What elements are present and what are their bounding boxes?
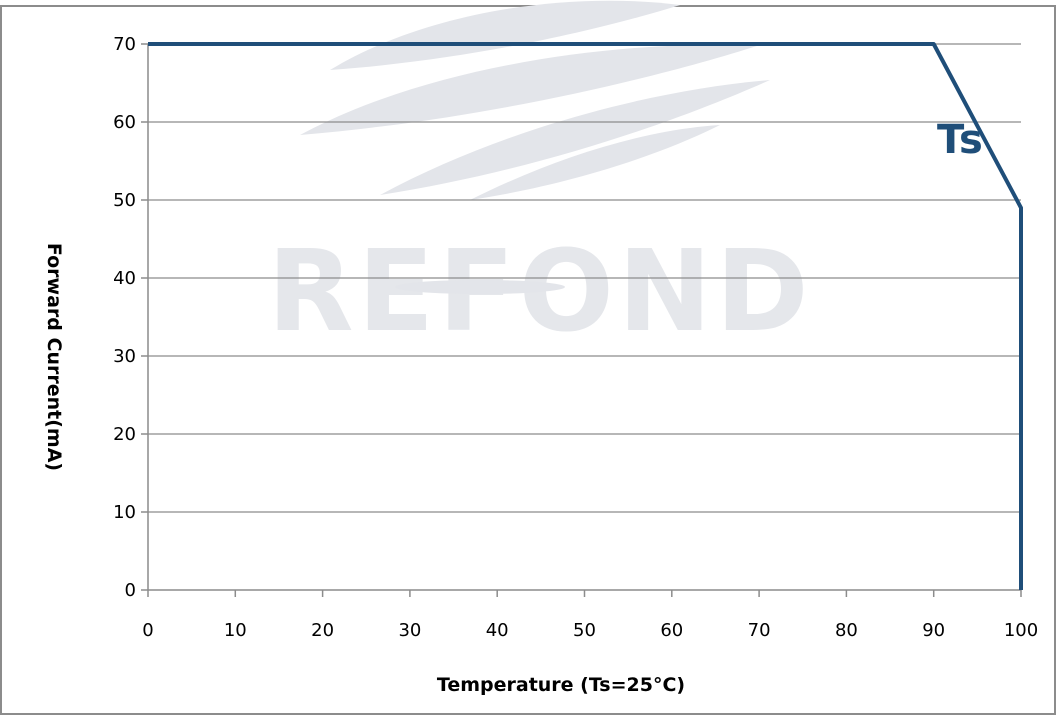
watermark-logo: REFOND bbox=[267, 0, 812, 357]
y-tick-label: 30 bbox=[113, 346, 136, 367]
watermark-lens bbox=[395, 280, 565, 294]
x-tick-label: 80 bbox=[835, 620, 858, 641]
x-tick-label: 90 bbox=[922, 620, 945, 641]
annotation-label: Ts bbox=[937, 117, 983, 163]
y-tick-label: 10 bbox=[113, 502, 136, 523]
watermark-swoosh bbox=[300, 44, 760, 135]
y-tick-label: 70 bbox=[113, 34, 136, 55]
x-axis-ticks: 0 10 20 30 40 50 60 70 80 90 100 bbox=[142, 590, 1038, 641]
y-tick-label: 40 bbox=[113, 268, 136, 289]
watermark-text: REFOND bbox=[267, 227, 812, 357]
x-tick-label: 40 bbox=[486, 620, 509, 641]
x-tick-label: 20 bbox=[311, 620, 334, 641]
y-tick-label: 20 bbox=[113, 424, 136, 445]
watermark-swoosh bbox=[380, 80, 770, 195]
watermark-swoosh bbox=[470, 125, 720, 200]
x-tick-label: 30 bbox=[398, 620, 421, 641]
series-line-ts bbox=[148, 42, 1023, 590]
y-axis-ticks: 0 10 20 30 40 50 60 70 bbox=[113, 34, 148, 601]
annotations: Ts bbox=[937, 117, 983, 163]
x-tick-label: 50 bbox=[573, 620, 596, 641]
series-layer bbox=[148, 42, 1023, 590]
x-tick-label: 60 bbox=[660, 620, 683, 641]
chart-frame bbox=[0, 5, 1056, 715]
x-tick-label: 100 bbox=[1004, 620, 1038, 641]
watermark-swoosh bbox=[330, 0, 680, 70]
y-tick-label: 0 bbox=[125, 580, 136, 601]
x-tick-label: 0 bbox=[142, 620, 153, 641]
x-tick-label: 10 bbox=[224, 620, 247, 641]
y-axis-title: Forward Current(mA) bbox=[43, 243, 65, 471]
x-axis-title: Temperature (Ts=25°C) bbox=[437, 674, 685, 696]
y-tick-label: 60 bbox=[113, 112, 136, 133]
y-tick-label: 50 bbox=[113, 190, 136, 211]
x-tick-label: 70 bbox=[748, 620, 771, 641]
